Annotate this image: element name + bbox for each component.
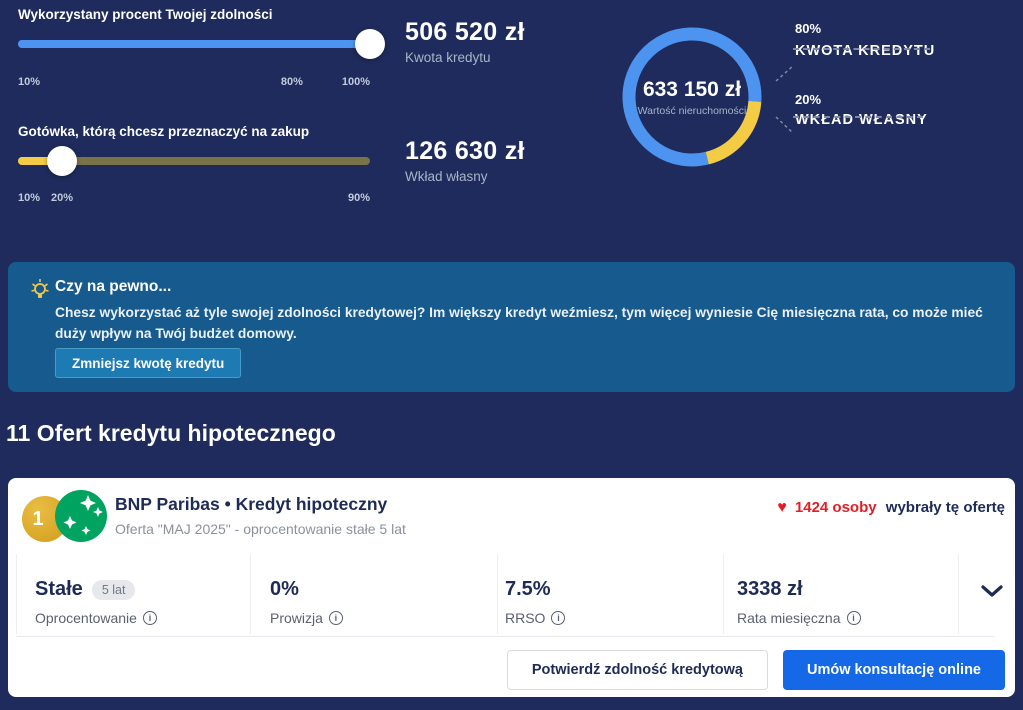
stats-divider bbox=[723, 554, 724, 634]
slider-tick: 80% bbox=[280, 76, 303, 88]
stats-divider bbox=[497, 554, 498, 634]
info-icon[interactable]: i bbox=[328, 611, 343, 625]
info-icon[interactable]: i bbox=[142, 611, 157, 625]
legend-contribution-underline bbox=[793, 116, 923, 118]
warning-body: Chesz wykorzystać aż tyle swojej zdolnoś… bbox=[55, 305, 983, 342]
legend-loan-underline bbox=[793, 48, 930, 50]
decrease-loan-button[interactable]: Zmniejsz kwotę kredytu bbox=[55, 348, 242, 378]
property-value-label: Wartość nieruchomości bbox=[637, 104, 747, 117]
donut-center: 633 150 zł Wartość nieruchomości bbox=[622, 27, 762, 167]
donut-ring bbox=[622, 27, 762, 167]
monthly-payment-label: Rata miesięczna bbox=[737, 610, 841, 626]
offer-title: BNP Paribas • Kredyt hipoteczny bbox=[115, 494, 388, 514]
rrso-label: RRSO bbox=[505, 610, 546, 626]
legend-loan-percent: 80% bbox=[795, 21, 822, 36]
offer-actions: Potwierdź zdolność kredytową Umów konsul… bbox=[8, 650, 1005, 692]
commission-value: 0% bbox=[270, 578, 299, 600]
stats-bottom-divider bbox=[16, 636, 995, 637]
own-contribution-value: 126 630 zł bbox=[405, 137, 525, 165]
stat-commission: 0% Prowizja i bbox=[270, 578, 343, 626]
confirm-creditworthiness-button[interactable]: Potwierdź zdolność kredytową bbox=[506, 650, 768, 690]
legend-contribution-name: WKŁAD WŁASNY bbox=[795, 112, 928, 128]
popularity-indicator: ♥ 1424 osoby wybrały tę ofertę bbox=[777, 499, 1005, 517]
stat-rrso: 7.5% RRSO i bbox=[505, 578, 566, 626]
stat-interest-rate: Stałe 5 lat Oprocentowanie i bbox=[35, 578, 157, 626]
offer-subtitle: Oferta "MAJ 2025" - oprocentowanie stałe… bbox=[115, 521, 406, 537]
interest-rate-label: Oprocentowanie bbox=[35, 610, 137, 626]
commission-label: Prowizja bbox=[270, 610, 323, 626]
heart-icon: ♥ bbox=[777, 499, 787, 516]
offers-heading: 11 Ofert kredytu hipotecznego bbox=[6, 420, 336, 446]
cash-slider-thumb[interactable] bbox=[47, 146, 77, 176]
info-icon[interactable]: i bbox=[846, 611, 861, 625]
book-consultation-button[interactable]: Umów konsultację online bbox=[782, 650, 1005, 690]
popularity-text: wybrały tę ofertę bbox=[885, 499, 1005, 516]
monthly-payment-value: 3338 zł bbox=[737, 578, 803, 600]
expand-offer-button[interactable] bbox=[976, 578, 1008, 606]
property-value-donut-chart: 633 150 zł Wartość nieruchomości bbox=[622, 27, 762, 167]
cash-slider-fill bbox=[18, 157, 62, 165]
slider-tick: 20% bbox=[50, 192, 74, 204]
stats-divider bbox=[958, 554, 959, 634]
chevron-down-icon bbox=[981, 584, 1003, 597]
interest-rate-value: Stałe bbox=[35, 578, 83, 600]
lightbulb-icon bbox=[31, 279, 49, 298]
rrso-value: 7.5% bbox=[505, 578, 551, 600]
cash-slider-track[interactable] bbox=[18, 146, 370, 176]
rate-period-badge: 5 lat bbox=[91, 579, 136, 600]
cash-slider-ticks: 10% 20% 90% bbox=[18, 192, 370, 206]
slider-tick: 100% bbox=[341, 76, 370, 88]
info-icon[interactable]: i bbox=[551, 611, 566, 625]
ability-slider-thumb[interactable] bbox=[355, 29, 385, 59]
loan-amount-value: 506 520 zł bbox=[405, 18, 525, 46]
loan-amount-label: Kwota kredytu bbox=[405, 50, 491, 65]
slider-tick: 10% bbox=[18, 192, 41, 204]
stat-monthly-payment: 3338 zł Rata miesięczna i bbox=[737, 578, 861, 626]
popularity-count: 1424 osoby bbox=[794, 499, 877, 516]
ability-slider-track[interactable] bbox=[18, 29, 385, 59]
ability-slider-fill bbox=[18, 40, 370, 48]
donut-connector-lines bbox=[775, 65, 794, 134]
bnp-paribas-logo-icon bbox=[55, 490, 107, 542]
stats-divider bbox=[16, 554, 17, 634]
property-value: 633 150 zł bbox=[642, 77, 742, 101]
legend-loan-name: KWOTA KREDYTU bbox=[795, 43, 936, 59]
slider-tick: 10% bbox=[18, 76, 41, 88]
warning-panel: Czy na pewno... Chesz wykorzystać aż tyl… bbox=[8, 262, 1015, 392]
ability-slider-ticks: 10% 80% 100% bbox=[18, 76, 370, 90]
warning-title: Czy na pewno... bbox=[55, 278, 172, 295]
offer-card: 1 BNP Paribas • Kredyt hipoteczny Oferta… bbox=[8, 478, 1015, 697]
ability-slider-label: Wykorzystany procent Twojej zdolności bbox=[18, 7, 273, 22]
slider-tick: 90% bbox=[347, 192, 370, 204]
legend-contribution-percent: 20% bbox=[795, 92, 822, 107]
stats-divider bbox=[250, 554, 251, 634]
cash-slider-label: Gotówka, którą chcesz przeznaczyć na zak… bbox=[18, 124, 310, 139]
own-contribution-label: Wkład własny bbox=[405, 169, 488, 184]
